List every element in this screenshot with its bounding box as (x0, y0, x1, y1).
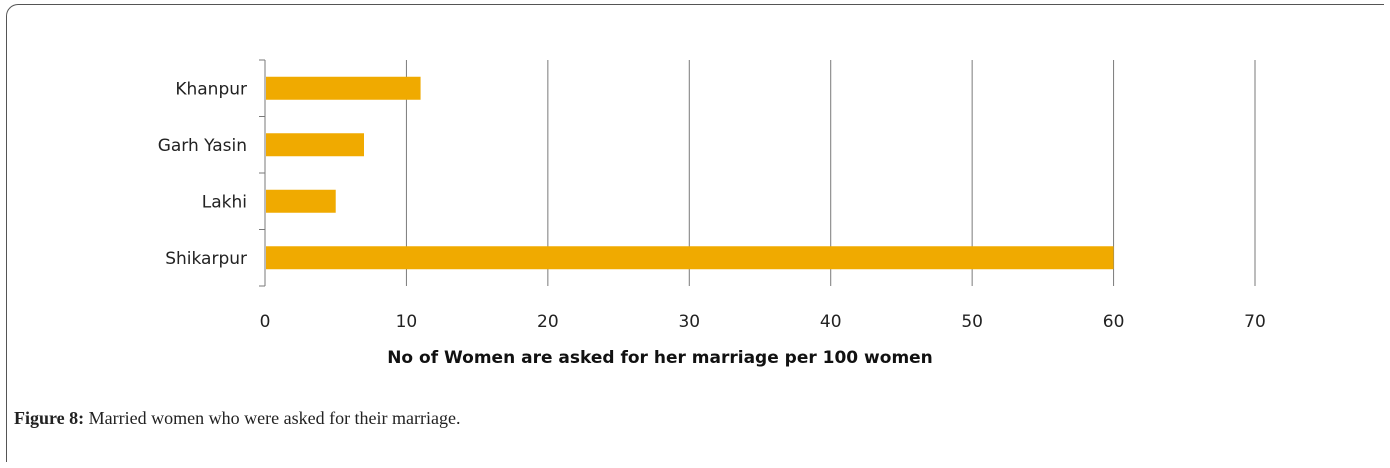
x-axis-title: No of Women are asked for her marriage p… (387, 348, 933, 368)
x-tick-label: 10 (396, 312, 418, 332)
x-tick-label: 70 (1244, 312, 1266, 332)
bar-chart: 0 10 20 30 40 50 60 70 Khanpur Garh Yasin Lakhi Shi… (158, 59, 1266, 368)
y-category-label: Shikarpur (165, 249, 247, 269)
caption-text: Married women who were asked for their m… (84, 408, 461, 428)
x-tick-label: 30 (678, 312, 700, 332)
figure-frame (6, 4, 1384, 462)
labels: 0 10 20 30 40 50 60 70 Khanpur Garh Yasin Lakhi Shi… (158, 79, 1266, 332)
y-category-label: Lakhi (202, 192, 247, 212)
y-category-label: Khanpur (175, 79, 247, 99)
x-tick-label: 40 (820, 312, 842, 332)
axes (259, 59, 266, 287)
bar (266, 246, 1114, 270)
x-tick-label: 20 (537, 312, 559, 332)
y-category-label: Garh Yasin (158, 136, 247, 156)
bar (266, 76, 421, 100)
bars (266, 76, 1114, 270)
bar (266, 133, 364, 157)
x-tick-label: 50 (961, 312, 983, 332)
figure-caption: Figure 8: Married women who were asked f… (14, 408, 461, 429)
x-tick-label: 60 (1103, 312, 1125, 332)
bar (266, 189, 336, 213)
figure-label: Figure 8: (14, 408, 85, 428)
x-tick-label: 0 (260, 312, 271, 332)
